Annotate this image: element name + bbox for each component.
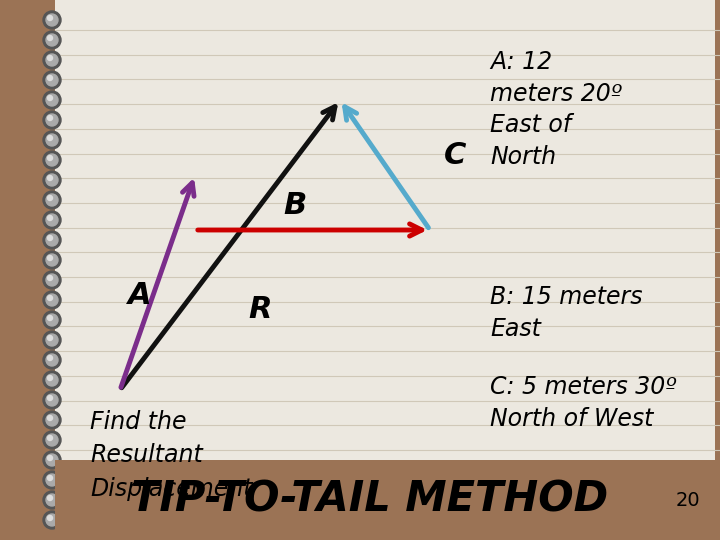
Circle shape [48, 275, 53, 280]
Circle shape [43, 31, 61, 49]
Circle shape [48, 16, 53, 21]
Circle shape [43, 371, 61, 389]
Circle shape [46, 514, 58, 526]
Circle shape [48, 235, 53, 240]
Circle shape [43, 251, 61, 269]
Circle shape [46, 474, 58, 486]
Text: TIP-TO-TAIL METHOD: TIP-TO-TAIL METHOD [132, 479, 608, 521]
Circle shape [46, 394, 58, 406]
Circle shape [43, 151, 61, 169]
Circle shape [48, 355, 53, 361]
Text: A: A [128, 280, 152, 309]
Circle shape [48, 315, 53, 321]
Circle shape [43, 311, 61, 329]
Circle shape [46, 14, 58, 26]
Text: R: R [248, 295, 271, 325]
Circle shape [43, 211, 61, 229]
Circle shape [48, 136, 53, 140]
Circle shape [48, 496, 53, 501]
Circle shape [48, 456, 53, 461]
Circle shape [43, 491, 61, 509]
Circle shape [46, 234, 58, 246]
Circle shape [48, 375, 53, 381]
Circle shape [46, 214, 58, 226]
Circle shape [46, 94, 58, 106]
Circle shape [46, 374, 58, 386]
Circle shape [43, 51, 61, 69]
Text: B: 15 meters
East: B: 15 meters East [490, 285, 642, 341]
Circle shape [46, 34, 58, 46]
Circle shape [48, 395, 53, 401]
Circle shape [46, 174, 58, 186]
Circle shape [48, 215, 53, 220]
Circle shape [46, 494, 58, 506]
Circle shape [43, 471, 61, 489]
Circle shape [48, 415, 53, 421]
Circle shape [43, 271, 61, 289]
Text: 20: 20 [675, 490, 700, 510]
Circle shape [48, 116, 53, 120]
Text: A: 12
meters 20º
East of
North: A: 12 meters 20º East of North [490, 50, 622, 169]
Text: B: B [284, 191, 307, 219]
Circle shape [46, 54, 58, 66]
Circle shape [48, 96, 53, 100]
Circle shape [48, 255, 53, 260]
Circle shape [48, 435, 53, 441]
Circle shape [43, 191, 61, 209]
Circle shape [43, 331, 61, 349]
Circle shape [43, 231, 61, 249]
Circle shape [46, 294, 58, 306]
Circle shape [46, 74, 58, 86]
Circle shape [48, 335, 53, 341]
Circle shape [46, 274, 58, 286]
Circle shape [48, 195, 53, 200]
Circle shape [43, 431, 61, 449]
Circle shape [46, 194, 58, 206]
Circle shape [46, 154, 58, 166]
Circle shape [43, 71, 61, 89]
Text: C: C [444, 140, 466, 170]
Circle shape [48, 516, 53, 521]
Circle shape [48, 476, 53, 481]
Circle shape [43, 11, 61, 29]
Bar [55, 460, 715, 540]
Circle shape [43, 411, 61, 429]
Circle shape [48, 295, 53, 300]
Text: Find the
Resultant
Displacement: Find the Resultant Displacement [90, 410, 253, 501]
Circle shape [48, 176, 53, 180]
Circle shape [46, 354, 58, 366]
Circle shape [46, 314, 58, 326]
Circle shape [43, 351, 61, 369]
Circle shape [43, 91, 61, 109]
Circle shape [43, 511, 61, 529]
Text: C: 5 meters 30º
North of West: C: 5 meters 30º North of West [490, 375, 676, 430]
Circle shape [46, 114, 58, 126]
Circle shape [46, 254, 58, 266]
Circle shape [43, 131, 61, 149]
Circle shape [43, 391, 61, 409]
Circle shape [46, 334, 58, 346]
Circle shape [48, 36, 53, 40]
Circle shape [46, 134, 58, 146]
Circle shape [48, 56, 53, 60]
Circle shape [43, 111, 61, 129]
Circle shape [48, 76, 53, 80]
Circle shape [43, 451, 61, 469]
Circle shape [43, 171, 61, 189]
Circle shape [46, 434, 58, 446]
Circle shape [48, 156, 53, 160]
Circle shape [43, 291, 61, 309]
Circle shape [46, 454, 58, 466]
Circle shape [46, 414, 58, 426]
